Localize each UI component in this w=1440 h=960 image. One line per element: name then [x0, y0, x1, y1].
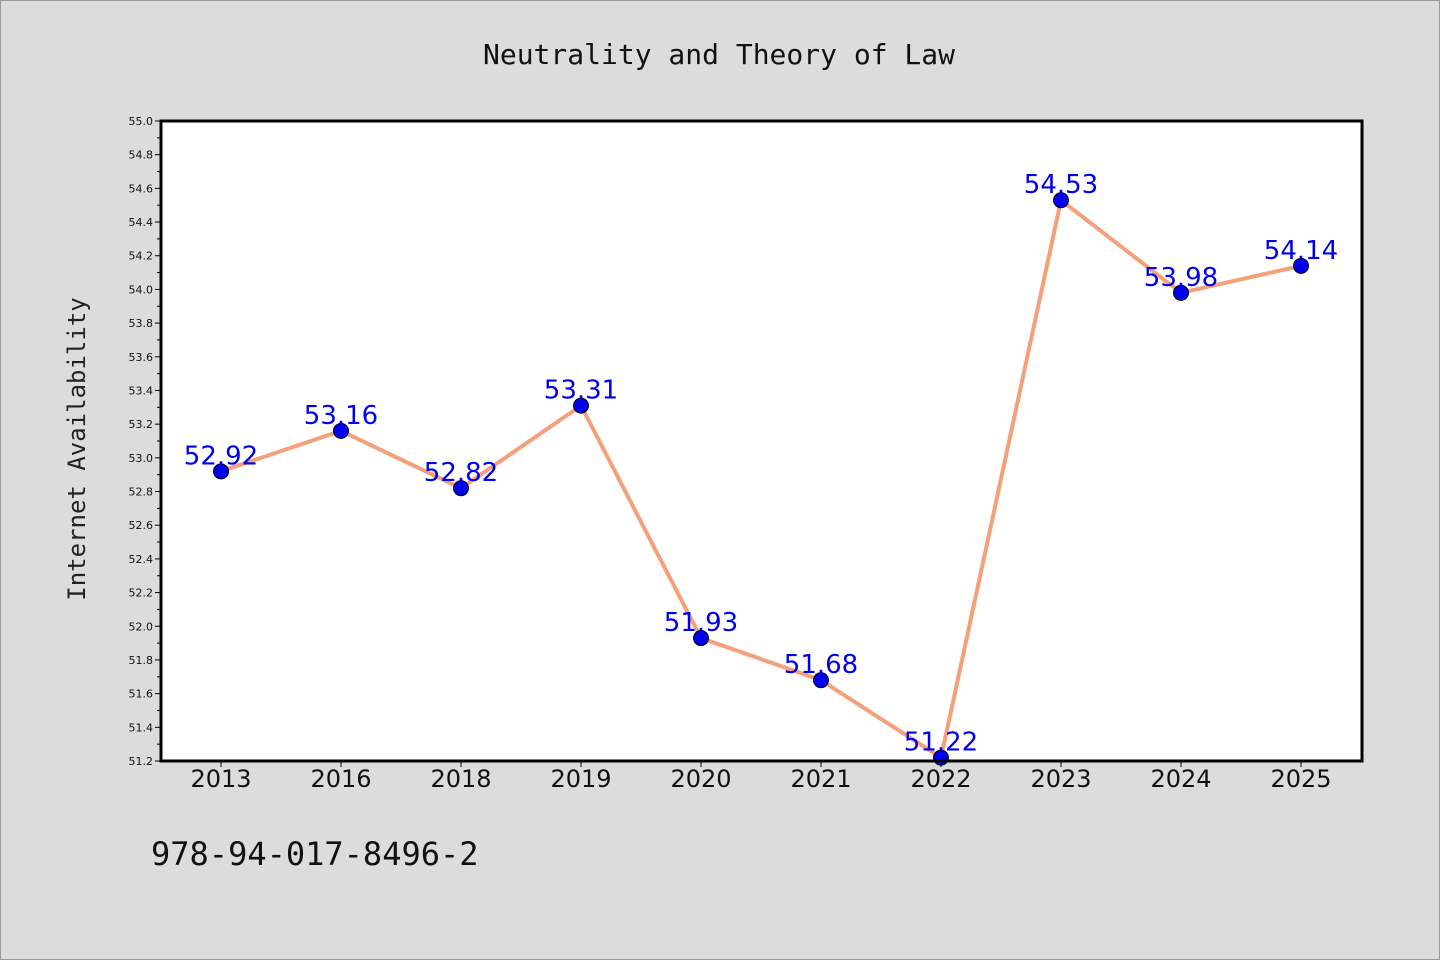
y-axis-ticks: 51.2 51.4 51.6 51.8 52.0 52.2 52.4 52.6 52.8 53.0… [129, 115, 161, 768]
data-point [1173, 284, 1189, 301]
data-point [1053, 192, 1069, 209]
plot-border [159, 119, 1364, 763]
y-tick-label: 52.0 [129, 620, 154, 633]
x-axis-ticks: 2013 2016 2018 2019 2020 2021 2022 2023 2024 2025 [190, 761, 1332, 793]
series-group [213, 192, 1309, 766]
data-point [573, 397, 589, 414]
y-tick-label: 54.2 [129, 250, 154, 263]
x-tick-label: 2021 [790, 765, 851, 793]
x-tick-label: 2019 [550, 765, 611, 793]
data-label: 53.31 [544, 376, 618, 406]
data-label: 52.92 [184, 441, 258, 471]
y-tick-label: 53.6 [129, 351, 154, 364]
y-tick-label: 52.2 [129, 587, 154, 600]
y-tick-label: 51.2 [129, 755, 154, 768]
y-tick-label: 53.2 [129, 418, 154, 431]
y-tick-label: 54.6 [129, 182, 154, 195]
data-label: 54.14 [1264, 236, 1338, 266]
plot-area [161, 121, 1362, 761]
x-tick-label: 2020 [670, 765, 731, 793]
data-label: 51.93 [664, 608, 738, 638]
data-point [693, 630, 709, 647]
y-axis-label: Internet Availability [63, 297, 91, 600]
y-tick-label: 52.8 [129, 486, 154, 499]
series-line [220, 198, 1302, 760]
data-label: 53.98 [1144, 263, 1218, 293]
data-point [453, 480, 469, 497]
y-tick-label: 53.0 [129, 452, 154, 465]
data-label: 53.16 [304, 401, 378, 431]
y-tick-label: 51.8 [129, 654, 154, 667]
data-label: 51.68 [784, 650, 858, 680]
y-tick-label: 51.4 [129, 721, 154, 734]
x-tick-label: 2016 [310, 765, 371, 793]
data-label: 51.22 [904, 728, 978, 758]
x-tick-label: 2025 [1270, 765, 1331, 793]
x-tick-label: 2022 [910, 765, 971, 793]
data-labels-group: 52.92 53.16 52.82 53.31 51.93 51.68 51.22 54.53… [184, 170, 1338, 757]
chart-title: Neutrality and Theory of Law [483, 38, 955, 71]
y-tick-label: 53.4 [129, 384, 154, 397]
x-tick-label: 2024 [1150, 765, 1211, 793]
data-point [333, 422, 349, 439]
y-tick-label: 55.0 [129, 115, 154, 128]
x-tick-label: 2018 [430, 765, 491, 793]
x-tick-label: 2013 [190, 765, 251, 793]
isbn-footer: 978-94-017-8496-2 [151, 835, 479, 873]
data-point [1293, 257, 1309, 274]
y-tick-label: 52.6 [129, 519, 154, 532]
data-point [213, 463, 229, 480]
y-tick-label: 51.6 [129, 688, 154, 701]
y-tick-label: 54.0 [129, 283, 154, 296]
y-tick-label: 54.8 [129, 149, 154, 162]
y-tick-label: 53.8 [129, 317, 154, 330]
data-label: 52.82 [424, 458, 498, 488]
data-label: 54.53 [1024, 170, 1098, 200]
y-tick-label: 54.4 [129, 216, 154, 229]
y-tick-label: 52.4 [129, 553, 154, 566]
x-tick-label: 2023 [1030, 765, 1091, 793]
data-point [813, 672, 829, 689]
